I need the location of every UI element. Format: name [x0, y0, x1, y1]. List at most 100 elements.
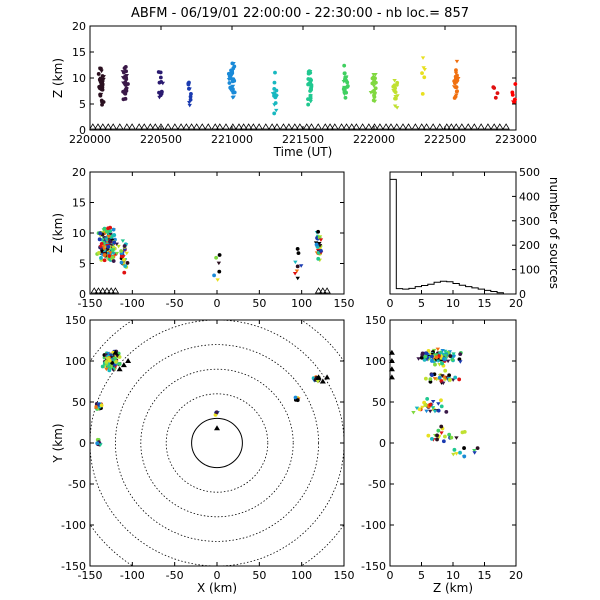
- x-height-point: [106, 244, 111, 249]
- histogram-x-tick-label: 20: [509, 297, 523, 310]
- time-height-point: [371, 82, 376, 86]
- height-y-station-marker: [388, 349, 395, 355]
- x-height-station-marker: [103, 287, 111, 294]
- plan-view-point: [117, 362, 122, 366]
- height-y-point: [440, 374, 445, 378]
- plan-view-point: [94, 405, 99, 409]
- time-height-ground-marker: [291, 123, 299, 130]
- plan-view-y-tick-label: -100: [61, 519, 86, 532]
- height-y-point: [433, 358, 439, 362]
- x-height-station-marker: [94, 287, 103, 294]
- height-y-point: [437, 375, 442, 380]
- time-height-ground-marker: [399, 123, 407, 130]
- x-height-point: [293, 260, 298, 265]
- time-height-ground-marker: [470, 123, 479, 130]
- plan-view-panel-frame: [89, 319, 345, 567]
- time-height-point: [101, 77, 106, 82]
- height-y-point: [430, 354, 434, 359]
- plan-view-x-tick-label: -150: [78, 569, 103, 582]
- x-height-point: [319, 248, 323, 253]
- plan-view-station-marker: [120, 362, 127, 368]
- height-y-point: [448, 354, 453, 358]
- time-height-point: [453, 85, 458, 89]
- time-height-point: [513, 82, 518, 86]
- histogram-y-tick-label: 100: [519, 264, 540, 277]
- time-height-y-axis-label: Z (km): [51, 58, 65, 98]
- plan-view-point: [98, 443, 103, 447]
- height-y-y-tick-label: 100: [365, 355, 386, 368]
- histogram-y-tick-label: 300: [519, 215, 540, 228]
- time-height-point: [392, 90, 397, 94]
- x-height-point: [98, 245, 104, 249]
- plan-view-point: [114, 359, 118, 364]
- plan-view-x-axis-label: X (km): [197, 581, 237, 595]
- height-y-point: [436, 408, 441, 413]
- time-height-point: [342, 63, 347, 68]
- time-height-ground-marker: [273, 123, 281, 130]
- time-height-point: [308, 93, 313, 98]
- time-height-point: [309, 86, 313, 91]
- time-height-point: [454, 68, 458, 73]
- plan-view-x-tick-label: -50: [166, 569, 184, 582]
- height-y-point: [458, 450, 462, 455]
- source-points: [94, 56, 518, 459]
- time-height-ground-marker: [393, 123, 401, 130]
- height-y-point: [430, 359, 434, 363]
- time-height-ground-marker: [358, 123, 367, 130]
- time-height-ground-marker: [164, 123, 172, 130]
- time-height-ground-marker: [123, 123, 131, 130]
- time-height-point: [371, 84, 377, 88]
- x-height-x-tick-label: 150: [334, 297, 355, 310]
- x-height-point: [295, 264, 300, 269]
- plan-view-y-tick-label: 50: [72, 396, 86, 409]
- plan-view-station-marker: [319, 378, 326, 384]
- time-height-ground-marker: [484, 123, 492, 130]
- x-height-point: [104, 237, 109, 241]
- time-height-ground-marker: [211, 123, 219, 130]
- time-height-ground-marker: [436, 123, 444, 130]
- x-height-point: [107, 254, 112, 258]
- height-y-point: [450, 378, 456, 382]
- time-height-ground-marker: [89, 123, 97, 130]
- height-y-point: [475, 446, 480, 451]
- plan-view-station-marker: [214, 425, 220, 431]
- plan-view-point: [99, 403, 104, 408]
- x-height-x-tick-label: 50: [252, 297, 266, 310]
- height-y-point: [451, 452, 456, 457]
- time-height-ground-marker: [370, 123, 379, 130]
- height-y-point: [428, 377, 433, 382]
- plan-view-point: [295, 398, 300, 403]
- histogram-y-tick-label: 0: [519, 288, 526, 301]
- x-height-point: [114, 251, 120, 256]
- range-ring: [165, 393, 269, 493]
- x-height-point: [104, 229, 109, 234]
- time-height-ground-marker: [177, 123, 185, 130]
- time-height-point: [306, 82, 311, 87]
- time-height-point: [272, 91, 277, 96]
- height-y-station-marker: [388, 374, 395, 380]
- height-y-point: [435, 359, 441, 363]
- x-height-point: [111, 227, 116, 232]
- height-y-point: [462, 446, 466, 450]
- height-y-point: [433, 362, 437, 367]
- time-height-y-tick-label: 10: [72, 72, 86, 85]
- x-height-point: [111, 245, 116, 250]
- time-height-ground-marker: [477, 123, 485, 130]
- x-height-point: [215, 278, 220, 282]
- time-height-ground-marker: [116, 123, 124, 130]
- x-height-point: [96, 250, 101, 255]
- x-height-point: [316, 229, 321, 234]
- plan-view-y-tick-label: -150: [61, 560, 86, 573]
- time-height-ground-marker: [429, 123, 437, 130]
- x-height-point: [294, 269, 300, 273]
- x-height-point: [217, 253, 222, 257]
- x-height-point: [120, 239, 126, 243]
- time-height-ground-marker: [496, 123, 504, 130]
- histogram-y-tick-label: 400: [519, 190, 540, 203]
- time-height-point: [373, 86, 378, 91]
- time-height-point: [342, 71, 347, 76]
- time-height-point: [273, 70, 277, 75]
- time-height-x-tick-label: 220500: [140, 133, 182, 146]
- x-height-y-tick-label: 0: [79, 288, 86, 301]
